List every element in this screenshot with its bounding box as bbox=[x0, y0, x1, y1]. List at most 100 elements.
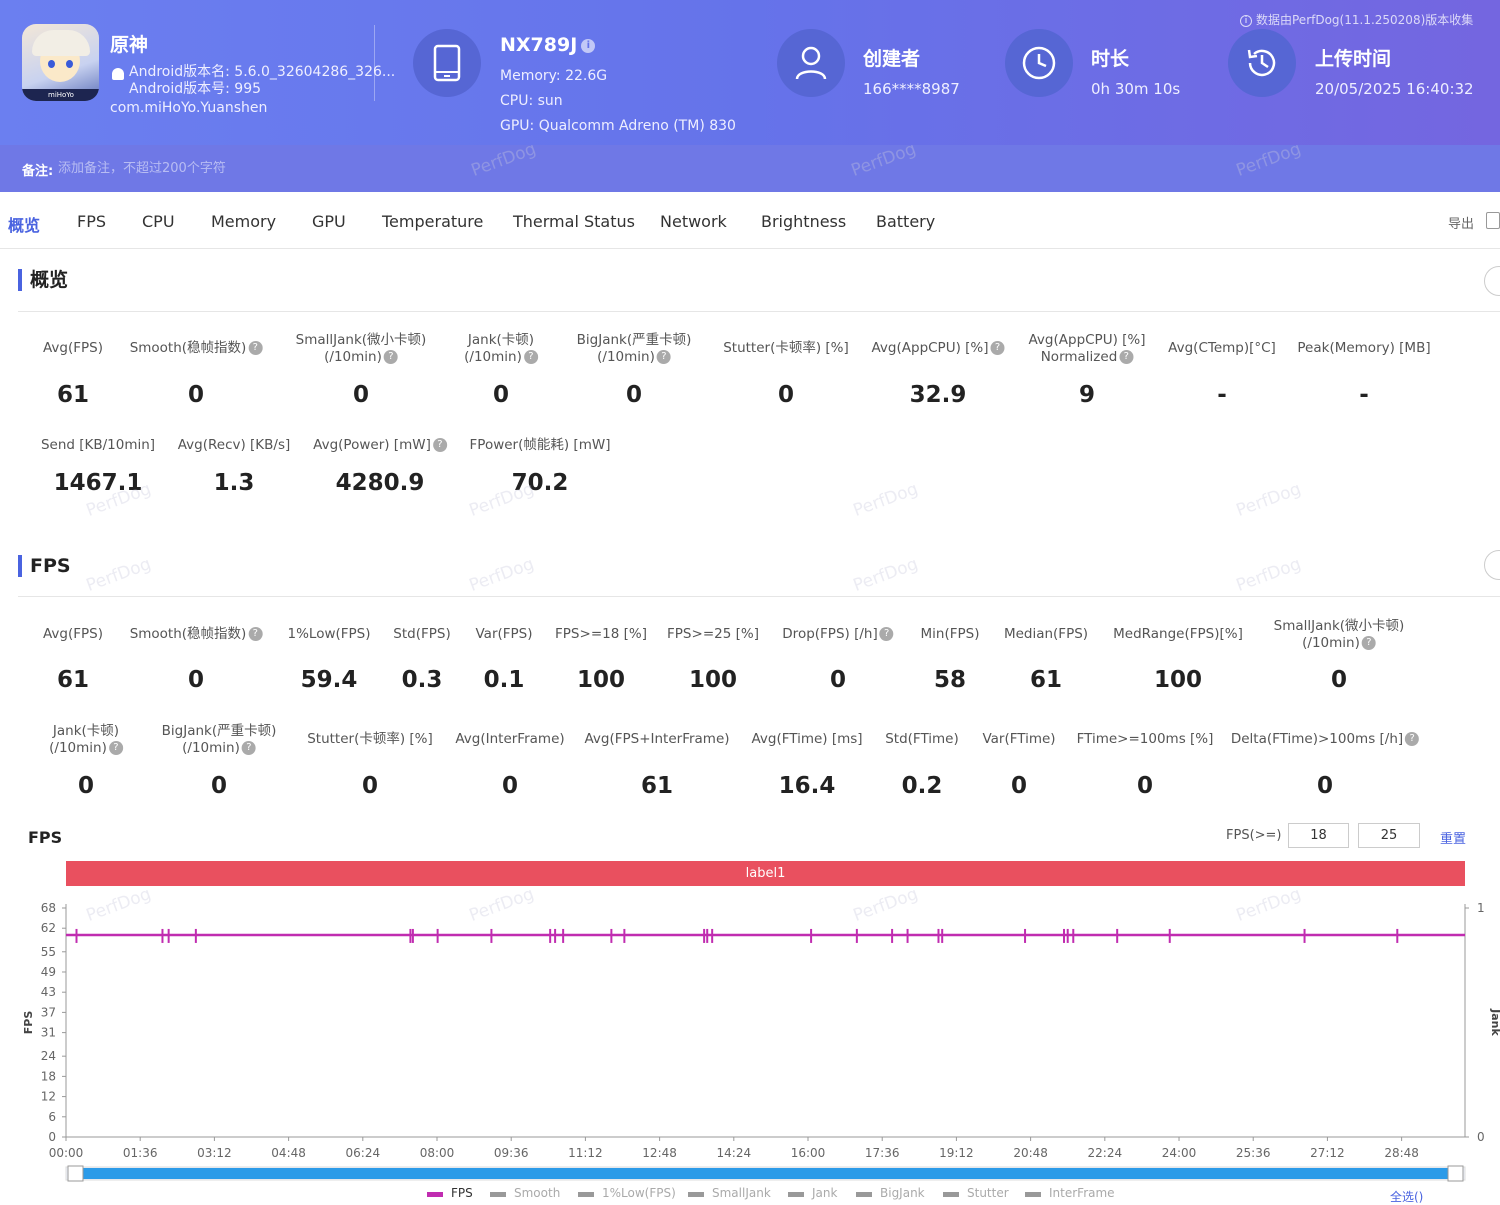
legend-swatch bbox=[490, 1192, 506, 1197]
help-icon[interactable]: ? bbox=[1405, 732, 1420, 746]
metric-label-line: Avg(FPS) bbox=[42, 626, 104, 642]
tab-network[interactable]: Network bbox=[660, 212, 727, 231]
reset-button[interactable]: 重置 bbox=[1440, 832, 1467, 847]
upload-value: 20/05/2025 16:40:32 bbox=[1315, 80, 1474, 98]
x-tick-label: 08:00 bbox=[420, 1146, 455, 1160]
legend-label: InterFrame bbox=[1049, 1186, 1115, 1200]
help-icon[interactable]: ? bbox=[383, 350, 398, 364]
fps-threshold-input-1[interactable]: 18 bbox=[1288, 823, 1349, 848]
metric-label-line: Drop(FPS) [/h]? bbox=[782, 626, 894, 643]
label-band-text: label1 bbox=[745, 866, 786, 881]
metric-label-line: Avg(Power) [mW]? bbox=[313, 437, 447, 454]
user-icon bbox=[777, 29, 845, 97]
overview-collapse-button[interactable] bbox=[1484, 266, 1500, 296]
help-icon[interactable]: ? bbox=[990, 341, 1005, 355]
metric-label-line: Avg(AppCPU) [%]? bbox=[871, 340, 1005, 357]
tab-memory[interactable]: Memory bbox=[211, 212, 277, 231]
watermark: PerfDog bbox=[850, 479, 921, 521]
help-icon[interactable]: ? bbox=[656, 350, 671, 364]
metric-label-line: (/10min)? bbox=[577, 349, 692, 366]
tab-battery[interactable]: Battery bbox=[876, 212, 936, 231]
range-slider-handle-right bbox=[1447, 1165, 1464, 1182]
select-all-button[interactable]: 全选() bbox=[1390, 1190, 1424, 1204]
metric-value: 0.1 bbox=[483, 667, 525, 693]
metric-label-line: Normalized? bbox=[1028, 349, 1145, 366]
metric-label-line: Stutter(卡顿率) [%] bbox=[307, 731, 433, 747]
metric-label-line: (/10min)? bbox=[49, 740, 123, 757]
fps-threshold-input-2[interactable]: 25 bbox=[1358, 823, 1420, 848]
legend-swatch bbox=[1025, 1192, 1041, 1197]
export-button[interactable]: 导出 bbox=[1448, 217, 1475, 232]
fps-chart: 68 62 55 49 43 37 31 24 18 12 6 0 1 0 00:00 01:36 03:12 0… bbox=[22, 901, 1500, 1200]
metric-value: 0 bbox=[187, 667, 205, 693]
tab-overview[interactable]: 概览 bbox=[8, 216, 41, 235]
legend-swatch bbox=[578, 1192, 594, 1197]
label-band[interactable]: label1 bbox=[66, 861, 1465, 886]
help-icon[interactable]: ? bbox=[108, 741, 123, 755]
fps-collapse-button[interactable] bbox=[1484, 550, 1500, 580]
help-icon[interactable]: ? bbox=[241, 741, 256, 755]
metric-label: Peak(Memory) [MB] bbox=[1297, 340, 1430, 357]
tab-gpu[interactable]: GPU bbox=[312, 212, 346, 231]
metric-label-line: Min(FPS) bbox=[920, 626, 980, 642]
tab-fps[interactable]: FPS bbox=[77, 212, 107, 231]
y-tick-label: 49 bbox=[41, 965, 56, 979]
tab-temperature[interactable]: Temperature bbox=[382, 212, 484, 231]
metric-label: BigJank(严重卡顿) (/10min)? bbox=[162, 723, 277, 757]
phone-icon bbox=[413, 29, 481, 97]
tab-cpu[interactable]: CPU bbox=[142, 212, 175, 231]
metric-label: FPS>=18 [%] bbox=[555, 626, 647, 643]
metric-label: Avg(InterFrame) bbox=[455, 731, 564, 748]
metric-label-line: Smooth(稳帧指数)? bbox=[130, 626, 263, 643]
android-icon bbox=[112, 68, 124, 80]
metric-label-line: Std(FTime) bbox=[885, 731, 959, 747]
help-icon[interactable]: ? bbox=[248, 627, 263, 641]
help-icon[interactable]: ? bbox=[248, 341, 263, 355]
metric-label-line: Avg(FPS+InterFrame) bbox=[584, 731, 730, 747]
info-icon[interactable]: i bbox=[581, 38, 596, 53]
metric-label: Smooth(稳帧指数)? bbox=[130, 626, 263, 643]
x-tick-label: 00:00 bbox=[49, 1146, 84, 1160]
help-icon[interactable]: ? bbox=[1361, 636, 1376, 650]
tab-brightness[interactable]: Brightness bbox=[761, 212, 847, 231]
metric-value: 0 bbox=[187, 382, 205, 408]
creator-value: 166****8987 bbox=[863, 80, 960, 98]
x-tick-label: 16:00 bbox=[791, 1146, 826, 1160]
metric-label-line: (/10min)? bbox=[296, 349, 427, 366]
x-tick-label: 09:36 bbox=[494, 1146, 529, 1160]
watermark: PerfDog bbox=[83, 554, 154, 596]
export-icon[interactable] bbox=[1486, 212, 1500, 229]
metric-label: Delta(FTime)>100ms [/h]? bbox=[1231, 731, 1420, 748]
metric-value: 0 bbox=[361, 773, 379, 799]
app-icon: miHoYo bbox=[22, 24, 99, 101]
header-divider bbox=[374, 25, 375, 101]
help-icon[interactable]: ? bbox=[1119, 350, 1134, 364]
y-tick-label: 31 bbox=[41, 1026, 56, 1040]
help-icon[interactable]: ? bbox=[879, 627, 894, 641]
metric-value: 0 bbox=[501, 773, 519, 799]
metric-label-line: Avg(InterFrame) bbox=[455, 731, 565, 747]
metric-value: 0 bbox=[1316, 773, 1334, 799]
help-icon[interactable]: ? bbox=[523, 350, 538, 364]
metric-label-line: MedRange(FPS)[%] bbox=[1113, 626, 1243, 642]
metric-label-line: Avg(Recv) [KB/s] bbox=[177, 437, 291, 453]
metric-label: Avg(FPS+InterFrame) bbox=[584, 731, 729, 748]
watermark: PerfDog bbox=[466, 554, 537, 596]
metric-value: 100 bbox=[576, 667, 626, 693]
overview-divider bbox=[18, 311, 1500, 312]
metric-value: 0 bbox=[492, 382, 510, 408]
help-icon[interactable]: ? bbox=[432, 438, 447, 452]
device-memory: Memory: 22.6G bbox=[500, 68, 608, 84]
x-tick-label: 17:36 bbox=[865, 1146, 900, 1160]
metric-label: Smooth(稳帧指数)? bbox=[130, 340, 263, 357]
metric-label-line: Delta(FTime)>100ms [/h]? bbox=[1231, 731, 1420, 748]
tab-bar: 概览 FPS CPU Memory GPU Temperature Therma… bbox=[0, 192, 1500, 249]
x-tick-label: 12:48 bbox=[642, 1146, 677, 1160]
y-tick-label: 62 bbox=[41, 921, 56, 935]
metric-label: Median(FPS) bbox=[1004, 626, 1088, 643]
note-input[interactable] bbox=[58, 157, 558, 179]
tab-thermal-status[interactable]: Thermal Status bbox=[513, 212, 635, 231]
metric-label-line: FTime>=100ms [%] bbox=[1076, 731, 1214, 747]
metric-label-line: Avg(AppCPU) [%] bbox=[1028, 332, 1146, 348]
history-icon bbox=[1228, 29, 1296, 97]
